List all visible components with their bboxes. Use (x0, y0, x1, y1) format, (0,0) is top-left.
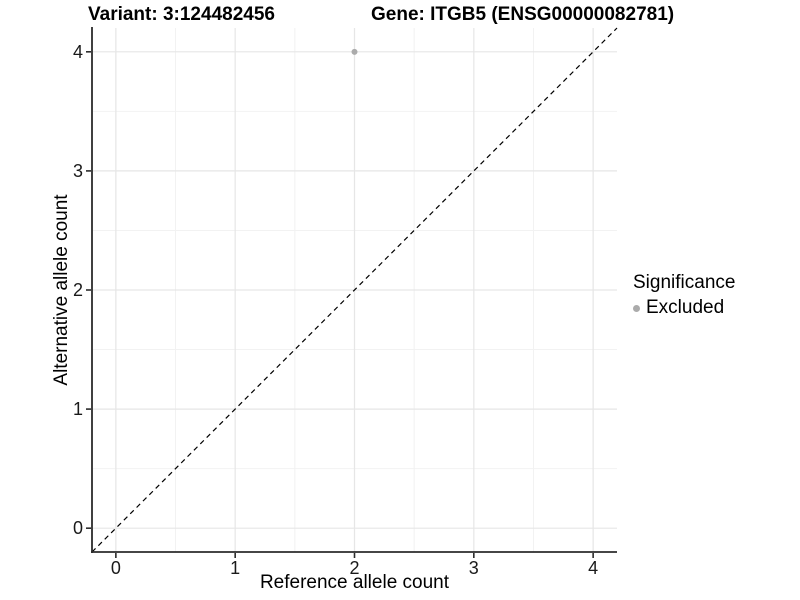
x-tick-label: 4 (588, 558, 598, 578)
y-tick-label: 2 (73, 280, 83, 300)
x-tick-label: 2 (349, 558, 359, 578)
gene-title: Gene: ITGB5 (ENSG00000082781) (371, 4, 675, 25)
x-tick-label: 3 (469, 558, 479, 578)
x-tick-label: 1 (230, 558, 240, 578)
x-tick-label: 0 (111, 558, 121, 578)
x-axis-title: Reference allele count (259, 572, 450, 593)
variant-title: Variant: 3:124482456 (88, 4, 275, 25)
y-tick-label: 1 (73, 399, 83, 419)
y-tick-label: 4 (73, 42, 83, 62)
y-tick-label: 3 (73, 161, 83, 181)
legend-item-excluded: Excluded (630, 297, 735, 319)
legend-point-icon (633, 304, 640, 312)
legend: Significance Excluded (630, 272, 735, 319)
identity-line (91, 27, 618, 553)
y-axis-title: Alternative allele count (51, 194, 72, 386)
data-point (351, 48, 358, 55)
legend-item-label: Excluded (646, 297, 725, 318)
legend-title: Significance (633, 272, 736, 293)
y-tick-label: 0 (73, 518, 83, 538)
